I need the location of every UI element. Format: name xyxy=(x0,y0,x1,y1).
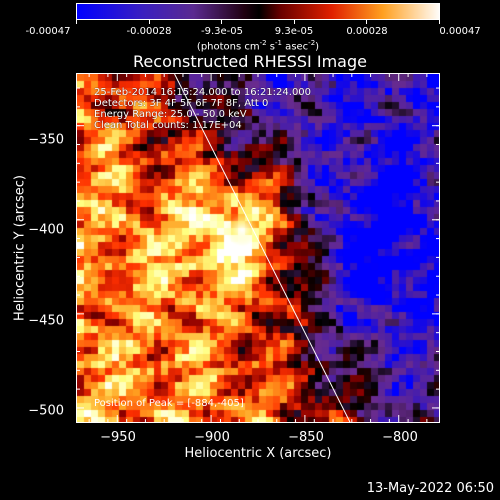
heatmap-image xyxy=(77,74,439,422)
plot-area xyxy=(76,73,440,423)
peak-position-label: Position of Peak = [-884,-405] xyxy=(94,398,244,409)
colorbar-tick xyxy=(294,20,295,24)
colorbar-tick xyxy=(149,20,150,24)
x-tick-label: −850 xyxy=(288,430,324,445)
colorbar-tick-label: 9.3e-05 xyxy=(274,26,314,37)
solar-limb-line xyxy=(174,74,351,422)
y-tick-label: −500 xyxy=(28,403,64,419)
info-clean-counts: Clean Total counts: 1.17E+04 xyxy=(94,120,242,131)
colorbar-tick xyxy=(221,20,222,24)
y-axis-label: Heliocentric Y (arcsec) xyxy=(12,175,28,321)
colorbar-tick-label: 0.00047 xyxy=(439,26,481,37)
colorbar-tick-label: 0.00028 xyxy=(346,26,388,37)
generation-timestamp: 13-May-2022 06:50 xyxy=(366,481,494,496)
colorbar-tick xyxy=(76,20,77,24)
observation-info: 25-Feb-2014 16:15:24.000 to 16:21:24.000… xyxy=(94,87,311,131)
y-tick-label: −400 xyxy=(28,222,64,238)
x-tick-label: −950 xyxy=(100,430,136,445)
colorbar-tick xyxy=(439,20,440,24)
info-time-range: 25-Feb-2014 16:15:24.000 to 16:21:24.000 xyxy=(94,87,312,98)
info-detectors: Detectors: 3F 4F 5F 6F 7F 8F, Att 0 xyxy=(94,98,269,109)
colorbar-units: (photons cm-2 s-1 asec-2) xyxy=(196,39,320,53)
y-tick-label: −450 xyxy=(28,313,64,329)
y-tick-label: −350 xyxy=(28,132,64,148)
colorbar-tick-label: -9.3e-05 xyxy=(201,26,243,37)
colorbar xyxy=(76,3,440,20)
x-tick-label: −800 xyxy=(382,430,418,445)
colorbar-tick-label: -0.00047 xyxy=(25,26,71,37)
colorbar-tick xyxy=(366,20,367,24)
plot-overlay xyxy=(174,74,351,422)
colorbar-tick-label: -0.00028 xyxy=(126,26,172,37)
x-axis-label: Heliocentric X (arcsec) xyxy=(184,446,332,461)
x-tick-label: −900 xyxy=(194,430,230,445)
chart-title: Reconstructed RHESSI Image xyxy=(133,52,367,71)
info-energy-range: Energy Range: 25.0 - 50.0 keV xyxy=(94,109,247,120)
